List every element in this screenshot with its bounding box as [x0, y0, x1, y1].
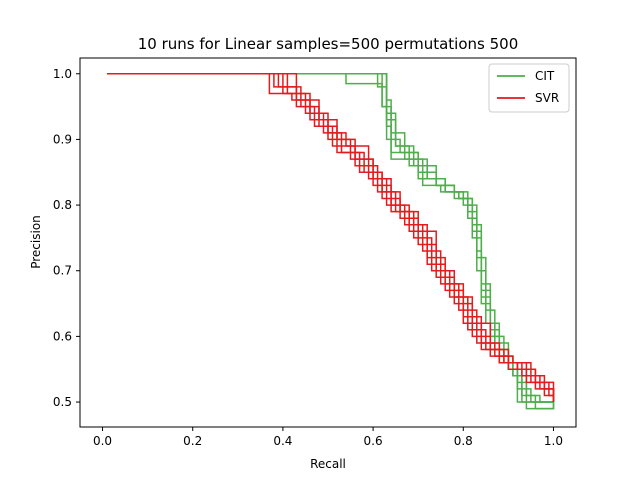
series-svr-run-3: [107, 73, 555, 402]
x-axis-ticks: 0.0 0.2 0.4 0.6 0.8 1.0: [93, 427, 563, 448]
y-axis-ticks: 0.5 0.6 0.7 0.8 0.9 1.0: [53, 67, 80, 409]
x-axis-label: Recall: [310, 457, 346, 471]
series-svr-run-6: [107, 73, 555, 402]
x-tick-label: 0.6: [364, 434, 383, 448]
series-cit-run-4: [107, 73, 555, 410]
y-tick-label: 0.6: [53, 329, 72, 343]
series-cit-run-2: [107, 73, 554, 403]
legend: CIT SVR: [488, 63, 570, 113]
series-svr-run-2: [107, 73, 555, 402]
legend-label-cit: CIT: [535, 69, 555, 83]
series-cit-run-1: [107, 73, 554, 403]
x-tick-label: 0.0: [93, 434, 112, 448]
series-cit-run-3: [107, 73, 554, 403]
y-tick-label: 0.8: [53, 198, 72, 212]
plot-frame: [79, 57, 577, 428]
y-tick-label: 0.5: [53, 395, 72, 409]
series-svr-run-5: [107, 73, 555, 402]
plot-lines: [107, 73, 555, 410]
y-tick-label: 0.9: [53, 132, 72, 146]
y-axis-label: Precision: [29, 215, 43, 269]
x-tick-label: 1.0: [544, 434, 563, 448]
legend-label-svr: SVR: [535, 91, 559, 105]
y-tick-label: 0.7: [53, 264, 72, 278]
x-tick-label: 0.4: [273, 434, 292, 448]
chart-title: 10 runs for Linear samples=500 permutati…: [138, 35, 519, 53]
series-cit-run-6: [107, 73, 554, 403]
x-tick-label: 0.2: [183, 434, 202, 448]
y-tick-label: 1.0: [53, 67, 72, 81]
x-tick-label: 0.8: [454, 434, 473, 448]
series-cit-run-5: [107, 73, 555, 410]
